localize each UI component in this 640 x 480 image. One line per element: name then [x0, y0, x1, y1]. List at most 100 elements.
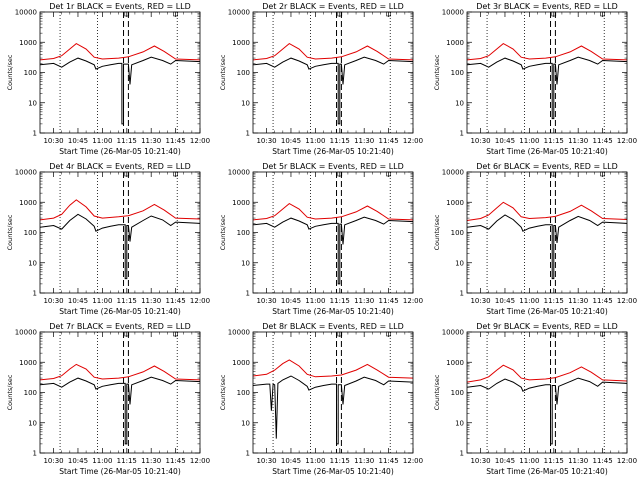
x-tick-label: 11:30: [568, 457, 588, 465]
x-tick-label: 11:30: [354, 137, 374, 145]
x-tick-label: 11:45: [165, 457, 185, 465]
x-axis-label: Start Time (26-Mar-05 10:21:40): [486, 467, 608, 476]
x-tick-label: 10:30: [470, 457, 490, 465]
x-tick-label: 10:30: [43, 457, 63, 465]
panel-title: Det 7r BLACK = Events, RED = LLD: [49, 322, 191, 331]
y-tick-label: 1: [246, 450, 250, 458]
y-tick-label: 1: [460, 290, 464, 298]
y-tick-label: 100: [237, 69, 250, 77]
y-tick-label: 1000: [19, 199, 37, 207]
x-tick-label: 10:45: [281, 137, 301, 145]
x-tick-label: 10:30: [256, 297, 276, 305]
events-series-line: [39, 376, 201, 445]
x-tick-label: 11:30: [568, 137, 588, 145]
y-tick-label: 1000: [446, 199, 464, 207]
x-tick-label: 10:30: [43, 297, 63, 305]
y-axis-label: Counts/sec: [433, 374, 441, 410]
x-tick-label: 10:30: [256, 137, 276, 145]
x-tick-label: 11:45: [378, 457, 398, 465]
plot-frame: [252, 171, 414, 294]
x-tick-label: 11:00: [519, 457, 539, 465]
y-tick-label: 1: [246, 130, 250, 138]
x-tick-label: 11:45: [378, 297, 398, 305]
lld-series-line: [466, 364, 628, 383]
y-tick-label: 10: [241, 99, 250, 107]
y-tick-label: 10000: [442, 9, 464, 17]
y-tick-label: 10000: [15, 169, 37, 177]
x-axis-label: Start Time (26-Mar-05 10:21:40): [59, 467, 181, 476]
x-tick-label: 11:15: [117, 297, 137, 305]
events-series-line: [466, 56, 628, 120]
x-tick-label: 11:00: [92, 137, 112, 145]
y-axis-label: Counts/sec: [433, 214, 441, 250]
x-tick-label: 11:00: [305, 457, 325, 465]
panel-title: Det 6r BLACK = Events, RED = LLD: [476, 162, 618, 171]
x-tick-label: 11:45: [592, 137, 612, 145]
y-tick-label: 1000: [232, 39, 250, 47]
y-tick-label: 10000: [228, 169, 250, 177]
y-tick-label: 10: [455, 419, 464, 427]
x-tick-label: 11:15: [544, 457, 564, 465]
x-tick-label: 10:45: [495, 137, 515, 145]
y-tick-label: 10000: [228, 9, 250, 17]
y-tick-label: 10: [455, 99, 464, 107]
y-tick-label: 1000: [19, 39, 37, 47]
x-tick-label: 10:45: [68, 297, 88, 305]
x-tick-label: 10:45: [68, 457, 88, 465]
y-tick-label: 1: [246, 290, 250, 298]
y-tick-label: 1000: [19, 359, 37, 367]
y-tick-label: 1: [33, 290, 37, 298]
y-tick-label: 100: [451, 389, 464, 397]
x-axis-label: Start Time (26-Mar-05 10:21:40): [486, 147, 608, 156]
panel-title: Det 1r BLACK = Events, RED = LLD: [49, 2, 191, 11]
x-tick-label: 12:00: [617, 457, 637, 465]
detector-panel-5: Det 5r BLACK = Events, RED = LLD Counts/s…: [219, 162, 423, 316]
y-tick-label: 1: [33, 450, 37, 458]
detector-panel-3: Det 3r BLACK = Events, RED = LLD Counts/s…: [433, 2, 637, 156]
x-tick-label: 11:00: [92, 457, 112, 465]
x-axis-label: Start Time (26-Mar-05 10:21:40): [486, 307, 608, 316]
y-axis-label: Counts/sec: [219, 374, 227, 410]
panel-title: Det 2r BLACK = Events, RED = LLD: [262, 2, 404, 11]
y-axis-label: Counts/sec: [6, 54, 14, 90]
plot-frame: [466, 171, 628, 294]
x-tick-label: 12:00: [190, 137, 210, 145]
x-tick-label: 10:30: [256, 457, 276, 465]
y-tick-label: 10: [455, 259, 464, 267]
y-tick-label: 100: [451, 229, 464, 237]
x-tick-label: 10:45: [495, 297, 515, 305]
plot-frame: [252, 11, 414, 134]
y-tick-label: 1: [460, 130, 464, 138]
x-tick-label: 11:15: [544, 137, 564, 145]
y-axis-label: Counts/sec: [6, 214, 14, 250]
x-tick-label: 12:00: [403, 457, 423, 465]
lld-series-line: [252, 359, 414, 379]
x-tick-label: 11:15: [330, 137, 350, 145]
x-tick-label: 12:00: [617, 137, 637, 145]
y-tick-label: 100: [237, 389, 250, 397]
y-tick-label: 10000: [442, 329, 464, 337]
x-tick-label: 11:15: [330, 297, 350, 305]
detector-panel-8: Det 8r BLACK = Events, RED = LLD Counts/s…: [219, 322, 423, 476]
y-tick-label: 1: [33, 130, 37, 138]
detector-panel-9: Det 9r BLACK = Events, RED = LLD Counts/s…: [433, 322, 637, 476]
x-tick-label: 11:15: [117, 137, 137, 145]
lld-series-line: [466, 201, 628, 221]
x-tick-label: 11:30: [141, 297, 161, 305]
panel-title: Det 3r BLACK = Events, RED = LLD: [476, 2, 618, 11]
y-tick-label: 1000: [232, 199, 250, 207]
y-tick-label: 10000: [228, 329, 250, 337]
events-series-line: [39, 213, 201, 280]
y-tick-label: 10: [28, 99, 37, 107]
y-axis-label: Counts/sec: [433, 54, 441, 90]
x-tick-label: 11:15: [117, 457, 137, 465]
x-axis-label: Start Time (26-Mar-05 10:21:40): [272, 147, 394, 156]
y-tick-label: 10: [241, 419, 250, 427]
plot-frame: [39, 331, 201, 454]
x-tick-label: 11:45: [165, 297, 185, 305]
events-series-line: [39, 56, 201, 125]
x-axis-label: Start Time (26-Mar-05 10:21:40): [272, 307, 394, 316]
lld-series-line: [39, 42, 201, 61]
x-tick-label: 10:45: [495, 457, 515, 465]
